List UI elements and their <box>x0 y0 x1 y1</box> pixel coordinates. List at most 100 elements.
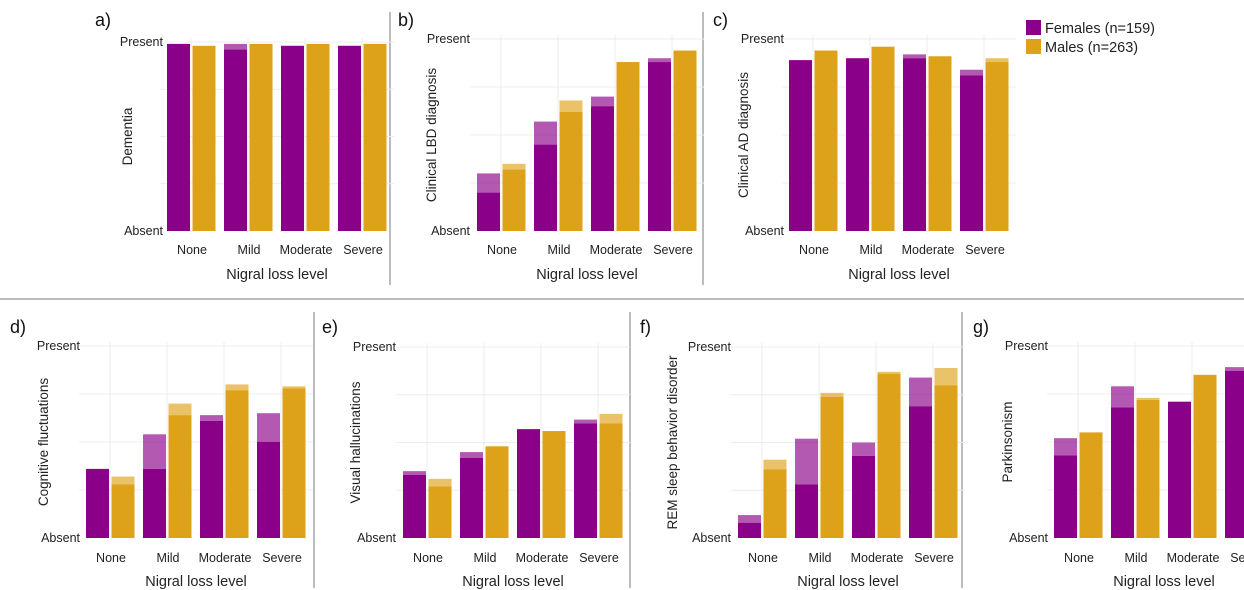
bar-uncertainty-female <box>143 434 166 469</box>
bar-uncertainty-male <box>820 392 844 397</box>
x-tick-label: None <box>1064 551 1094 565</box>
x-axis-label: Nigral loss level <box>797 574 899 590</box>
panel-label: e) <box>322 317 338 337</box>
x-axis-label: Nigral loss level <box>536 267 638 283</box>
bar-uncertainty-female <box>200 415 223 421</box>
bar-male <box>363 43 387 231</box>
bar-female <box>738 522 761 538</box>
bar-male <box>599 423 623 538</box>
bar-female <box>224 49 247 232</box>
panel-label: a) <box>95 10 111 30</box>
legend: Females (n=159) Males (n=263) <box>1026 20 1155 56</box>
bar-female <box>460 457 483 538</box>
x-tick-label: Moderate <box>851 551 904 565</box>
bar-uncertainty-female <box>909 377 932 407</box>
bar-female <box>648 62 671 231</box>
bar-male <box>559 111 583 231</box>
bar-male <box>673 50 697 231</box>
y-axis-label: Clinical LBD diagnosis <box>424 68 439 203</box>
x-tick-label: Severe <box>262 551 302 565</box>
y-tick-label: Present <box>741 32 785 46</box>
bar-male <box>225 390 249 538</box>
y-axis-label: Cognitive fluctuations <box>36 378 51 507</box>
bar-male <box>820 396 844 538</box>
bar-uncertainty-male <box>599 413 623 424</box>
x-axis-label: Nigral loss level <box>462 574 564 590</box>
bar-uncertainty-male <box>111 476 135 485</box>
bar-uncertainty-female <box>1111 386 1134 408</box>
bar-female <box>1111 407 1134 538</box>
bar-uncertainty-female <box>960 69 983 76</box>
bar-male <box>306 43 330 231</box>
x-tick-label: None <box>177 243 207 257</box>
y-tick-label: Absent <box>357 531 396 545</box>
x-axis-label: Nigral loss level <box>226 267 328 283</box>
bar-uncertainty-male <box>934 368 958 386</box>
x-tick-label: Mild <box>157 551 180 565</box>
x-tick-label: None <box>748 551 778 565</box>
bar-uncertainty-male <box>1136 397 1160 400</box>
panel-a: a) Present Absent Dementia None Mild Moderate S… <box>95 10 394 283</box>
x-axis-label: Nigral loss level <box>145 574 247 590</box>
bar-female <box>795 484 818 538</box>
x-tick-label: Mild <box>860 243 883 257</box>
y-tick-label: Absent <box>41 531 80 545</box>
bar-uncertainty-female <box>477 173 500 193</box>
bar-uncertainty-male <box>502 163 526 170</box>
y-tick-label: Absent <box>745 224 784 238</box>
panel-g: g) Present Absent Parkinsonism None Mild Moder… <box>973 317 1244 590</box>
x-tick-label: Moderate <box>199 551 252 565</box>
bar-male <box>877 373 901 538</box>
bar-female <box>257 442 280 538</box>
legend-label: Females (n=159) <box>1045 21 1155 37</box>
bar-uncertainty-female <box>738 515 761 523</box>
bar-male <box>428 486 452 538</box>
x-tick-label: None <box>799 243 829 257</box>
y-tick-label: Present <box>427 32 471 46</box>
panel-b: b) Present Absent Clinical LBD diagnosis Non… <box>398 10 704 283</box>
panel-f: f) Present Absent REM sleep behavior disord… <box>640 317 965 590</box>
y-tick-label: Present <box>37 339 81 353</box>
legend-swatch <box>1026 20 1041 35</box>
bar-uncertainty-female <box>534 121 557 145</box>
bar-male <box>249 43 273 231</box>
bar-uncertainty-female <box>403 471 426 475</box>
bar-uncertainty-male <box>763 459 787 470</box>
x-tick-label: Severe <box>653 243 693 257</box>
bar-male <box>928 56 952 231</box>
bar-uncertainty-male <box>225 384 249 391</box>
bar-uncertainty-female <box>903 54 926 59</box>
x-tick-label: Moderate <box>590 243 643 257</box>
x-tick-label: Mild <box>474 551 497 565</box>
bar-male <box>616 62 640 231</box>
y-tick-label: Present <box>688 340 732 354</box>
bar-male <box>1136 399 1160 538</box>
bar-male <box>985 62 1009 231</box>
panel-c: c) Present Absent Clinical AD diagnosis None… <box>713 10 1016 283</box>
bar-uncertainty-female <box>852 442 875 456</box>
x-tick-label: Mild <box>238 243 261 257</box>
x-tick-label: Severe <box>343 243 383 257</box>
panel-d: d) Present Absent Cognitive fluctuations Non… <box>10 317 313 590</box>
bar-female <box>909 406 932 538</box>
bar-female <box>1054 455 1077 538</box>
x-tick-label: Mild <box>809 551 832 565</box>
y-tick-label: Absent <box>692 531 731 545</box>
bar-male <box>502 169 526 231</box>
bar-uncertainty-male <box>428 478 452 487</box>
x-tick-label: Mild <box>548 243 571 257</box>
y-tick-label: Present <box>120 35 164 49</box>
x-axis-label: Nigral loss level <box>848 267 950 283</box>
bar-female <box>789 60 812 232</box>
bar-uncertainty-female <box>795 438 818 485</box>
bar-female <box>1225 370 1244 538</box>
bar-male <box>814 50 838 231</box>
bar-female <box>574 423 597 538</box>
bar-uncertainty-male <box>559 100 583 112</box>
bar-male <box>192 45 216 231</box>
x-tick-label: None <box>487 243 517 257</box>
bar-female <box>86 468 109 538</box>
x-tick-label: Moderate <box>1167 551 1220 565</box>
bar-female <box>534 144 557 231</box>
